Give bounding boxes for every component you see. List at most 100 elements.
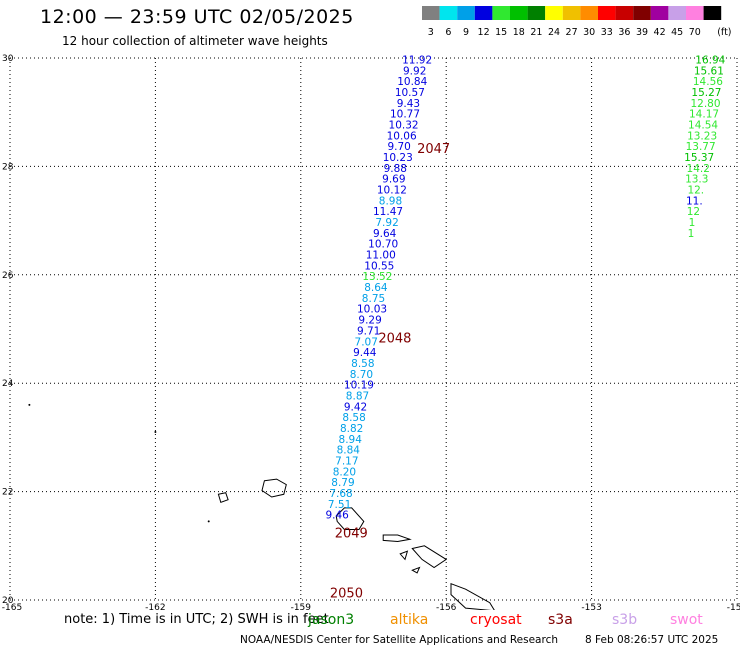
island-outline [411, 566, 421, 574]
page-subtitle: 12 hour collection of altimeter wave hei… [62, 34, 328, 48]
small-island [207, 520, 210, 523]
swh-value: 10.19 [344, 380, 374, 392]
wave-height-color-scale: 3 6 9 12 15 18 21 24 27 30 33 36 39 42 45 70 (ft) [422, 6, 732, 38]
swh-value: 8.82 [340, 423, 363, 435]
swh-value: 7.68 [329, 488, 352, 500]
scale-label: 21 [530, 27, 542, 38]
lon-tick-label: -162 [145, 603, 165, 610]
scale-label: 42 [654, 27, 666, 38]
scale-swatch [650, 6, 669, 20]
swh-value: 9.71 [357, 325, 380, 337]
swh-value: 8.94 [339, 434, 363, 446]
swh-value: 8.84 [337, 445, 361, 457]
pass-number-label: 2048 [378, 332, 411, 347]
swh-value: 11.47 [373, 206, 403, 218]
swh-value: 8.20 [333, 466, 356, 478]
scale-label: 18 [513, 27, 525, 38]
scale-label: 3 [428, 27, 434, 38]
scale-swatch [439, 6, 458, 20]
scale-swatch [492, 6, 510, 20]
scale-label: 39 [636, 27, 648, 38]
swh-value: 9.42 [344, 401, 367, 413]
swh-value: 9.69 [382, 174, 405, 186]
scale-swatch [562, 6, 581, 20]
swh-value: 8.70 [350, 369, 373, 381]
credit-line: NOAA/NESDIS Center for Satellite Applica… [240, 634, 558, 646]
swh-value: 16.94 [695, 54, 725, 66]
lat-tick-label: 30 [2, 54, 14, 64]
swh-value: 14.56 [693, 76, 723, 88]
scale-swatch [580, 6, 598, 20]
lat-tick-label: 20 [2, 596, 14, 606]
swh-value: 7.51 [328, 499, 351, 511]
lat-tick-label: 24 [2, 379, 14, 389]
lat-tick-label: 22 [2, 488, 13, 498]
satellite-jason3: jason3 [308, 612, 355, 628]
swh-value: 10.32 [389, 119, 419, 131]
scale-unit: (ft) [717, 27, 731, 38]
scale-swatch [422, 6, 440, 20]
swh-value: 15.27 [691, 87, 721, 99]
generation-timestamp: 8 Feb 08:26:57 UTC 2025 [585, 634, 719, 646]
swh-value: 13.3 [685, 174, 708, 186]
small-island [154, 430, 157, 433]
swh-value: 10.77 [390, 109, 420, 121]
lon-tick-label: -165 [2, 603, 22, 610]
island-outline [217, 492, 229, 504]
scale-label: 6 [445, 27, 451, 38]
swh-value: 9.88 [384, 163, 407, 175]
swh-value: 12. [687, 185, 704, 197]
island-outline [450, 582, 495, 610]
swh-value: 9.70 [387, 141, 410, 153]
swh-value: 9.64 [373, 228, 397, 240]
pass-number-label: 2050 [330, 586, 363, 601]
scale-label: 36 [618, 27, 630, 38]
swh-value: 10.55 [364, 260, 394, 272]
scale-label: 27 [566, 27, 578, 38]
footer-note: note: 1) Time is in UTC; 2) SWH is in fe… [64, 612, 329, 627]
scale-swatch [633, 6, 651, 20]
swh-value: 8.98 [379, 195, 402, 207]
pass-number-label: 2049 [335, 527, 368, 542]
swh-value: 8.64 [364, 282, 388, 294]
swh-value: 10.57 [395, 87, 425, 99]
swh-value: 10.12 [377, 185, 407, 197]
swh-value: 9.44 [353, 347, 377, 359]
swh-value: 8.79 [331, 477, 354, 489]
swh-value: 11.92 [402, 54, 432, 66]
scale-label: 9 [463, 27, 469, 38]
swh-value: 10.84 [397, 76, 427, 88]
swh-value: 11.00 [366, 250, 396, 262]
scale-swatch [703, 6, 722, 20]
lat-tick-label: 26 [2, 271, 14, 281]
swh-value: 14.54 [688, 119, 718, 131]
scale-swatch [457, 6, 475, 20]
swh-value: 7.07 [355, 336, 378, 348]
lon-tick-label: -156 [436, 603, 457, 610]
swh-value: 10.03 [357, 304, 387, 316]
island-outline [261, 478, 287, 498]
scale-label: 70 [689, 27, 701, 38]
swh-value: 12.80 [690, 98, 720, 110]
scale-label: 45 [671, 27, 683, 38]
scale-swatch [527, 6, 546, 20]
lon-tick-label: -153 [581, 603, 601, 610]
swh-value: 7.17 [335, 456, 358, 468]
lon-tick-label: -150 [727, 603, 740, 610]
scale-swatch [545, 6, 563, 20]
altimeter-wave-height-map[interactable]: -165-162-159-156-153-15030282624222011.9… [0, 0, 740, 610]
swh-value: 13.23 [687, 130, 717, 142]
satellite-cryosat: cryosat [470, 612, 522, 628]
satellite-s3b: s3b [612, 612, 638, 628]
swh-value: 10.70 [368, 239, 398, 251]
swh-value: 1 [688, 228, 695, 240]
swh-value: 9.43 [397, 98, 420, 110]
swh-value: 13.52 [362, 271, 392, 283]
island-outline [399, 550, 409, 561]
swh-value: 10.06 [387, 130, 417, 142]
island-outline [382, 534, 412, 543]
swh-value: 15.37 [684, 152, 714, 164]
scale-swatch [510, 6, 528, 20]
satellite-swot: swot [670, 612, 703, 628]
page-title: 12:00 — 23:59 UTC 02/05/2025 [40, 6, 354, 28]
